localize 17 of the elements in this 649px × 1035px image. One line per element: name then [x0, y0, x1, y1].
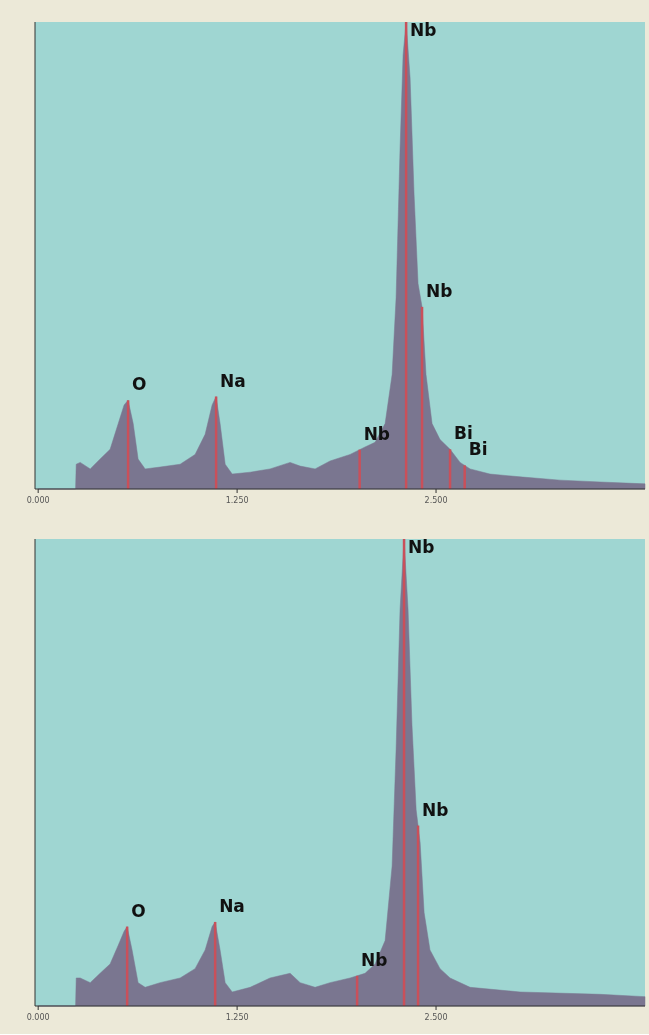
ref-line-label: O	[131, 900, 146, 921]
ref-line-label: Na	[220, 370, 246, 391]
x-tick-label: 2.500	[424, 496, 448, 505]
ref-line-label: Nb	[422, 799, 449, 820]
ref-line-label: Na	[219, 895, 245, 916]
x-tick-label: 0.000	[26, 1013, 50, 1022]
ref-line-label: Bi	[468, 439, 488, 460]
ref-line-label: Nb	[426, 280, 453, 301]
ref-line-label: O	[132, 374, 147, 395]
ref-line-label: Nb	[363, 423, 391, 444]
x-tick-label: 2.500	[424, 1013, 448, 1022]
ref-line-label: Nb	[361, 949, 388, 970]
x-tick-label: 1.250	[225, 496, 249, 505]
ref-line-label: Nb	[408, 537, 435, 557]
x-tick-label: 0.000	[26, 496, 50, 505]
x-tick-label: 1.250	[225, 1013, 249, 1022]
ref-line-label: Nb	[410, 20, 437, 40]
